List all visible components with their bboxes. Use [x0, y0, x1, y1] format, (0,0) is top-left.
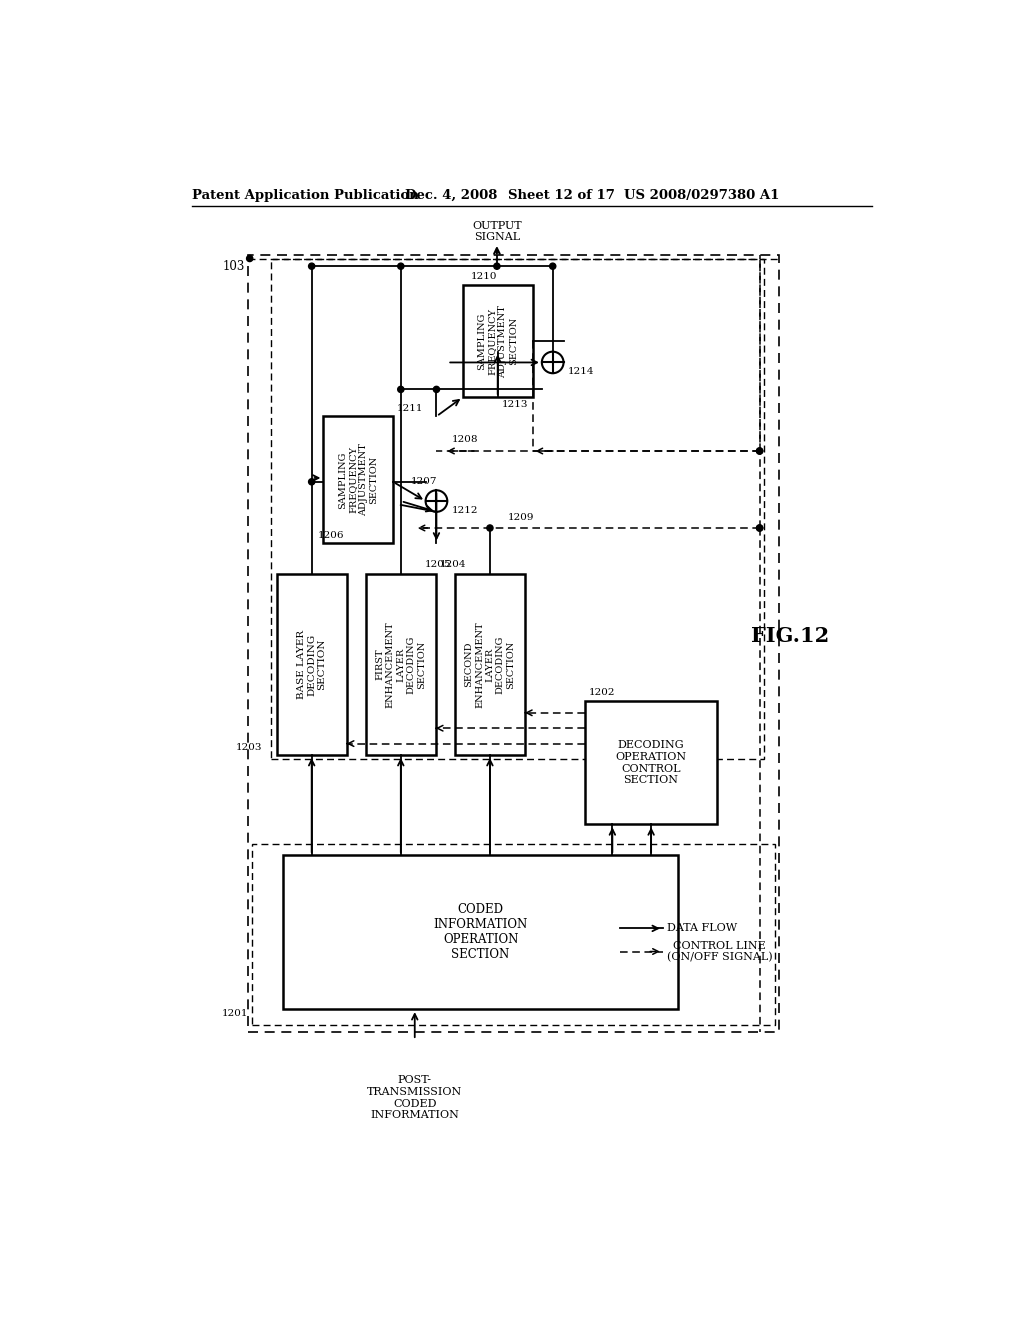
Circle shape — [757, 447, 763, 454]
Bar — [366, 574, 435, 755]
Bar — [252, 843, 775, 1024]
Text: DATA FLOW: DATA FLOW — [667, 924, 736, 933]
Text: FIRST
ENHANCEMENT
LAYER
DECODING
SECTION: FIRST ENHANCEMENT LAYER DECODING SECTION — [376, 622, 426, 708]
Text: CODED
INFORMATION
OPERATION
SECTION: CODED INFORMATION OPERATION SECTION — [433, 903, 527, 961]
Text: SECOND
ENHANCEMENT
LAYER
DECODING
SECTION: SECOND ENHANCEMENT LAYER DECODING SECTIO… — [465, 622, 515, 708]
Circle shape — [757, 525, 763, 531]
Text: SAMPLING
FREQUENCY
ADJUSTMENT
SECTION: SAMPLING FREQUENCY ADJUSTMENT SECTION — [477, 305, 518, 378]
Bar — [324, 416, 393, 544]
Text: 1205: 1205 — [425, 561, 452, 569]
Text: 1207: 1207 — [411, 478, 437, 486]
Text: 1201: 1201 — [221, 1008, 248, 1018]
Text: Patent Application Publication: Patent Application Publication — [191, 189, 418, 202]
Text: 1213: 1213 — [502, 400, 528, 409]
Text: 1206: 1206 — [317, 531, 344, 540]
Bar — [455, 574, 524, 755]
Text: 1214: 1214 — [568, 367, 595, 376]
Text: SAMPLING
FREQUENCY
ADJUSTMENT
SECTION: SAMPLING FREQUENCY ADJUSTMENT SECTION — [338, 444, 378, 516]
Text: Sheet 12 of 17: Sheet 12 of 17 — [508, 189, 614, 202]
Text: OUTPUT
SIGNAL: OUTPUT SIGNAL — [472, 220, 521, 243]
Circle shape — [550, 263, 556, 269]
Text: 1209: 1209 — [508, 513, 535, 523]
Bar — [463, 285, 532, 397]
Text: 1204: 1204 — [439, 561, 466, 569]
Text: 1203: 1203 — [236, 743, 262, 752]
Text: 1202: 1202 — [589, 688, 615, 697]
Bar — [271, 259, 764, 759]
Text: 1211: 1211 — [397, 404, 424, 413]
Circle shape — [308, 479, 314, 484]
Text: FIG.12: FIG.12 — [752, 626, 829, 645]
Circle shape — [757, 525, 763, 531]
Text: Dec. 4, 2008: Dec. 4, 2008 — [406, 189, 498, 202]
Text: 1210: 1210 — [471, 272, 497, 281]
Text: 103: 103 — [223, 260, 246, 273]
Circle shape — [308, 263, 314, 269]
Text: 1208: 1208 — [452, 436, 478, 444]
Bar — [283, 855, 678, 1010]
Text: BASE LAYER
DECODING
SECTION: BASE LAYER DECODING SECTION — [297, 630, 327, 700]
Text: DECODING
OPERATION
CONTROL
SECTION: DECODING OPERATION CONTROL SECTION — [615, 741, 687, 785]
Circle shape — [247, 256, 253, 261]
Text: CONTROL LINE
(ON/OFF SIGNAL): CONTROL LINE (ON/OFF SIGNAL) — [667, 941, 772, 962]
Bar — [276, 574, 346, 755]
Bar — [586, 701, 717, 825]
Text: 1212: 1212 — [452, 506, 478, 515]
Text: US 2008/0297380 A1: US 2008/0297380 A1 — [624, 189, 779, 202]
Circle shape — [757, 447, 763, 454]
Text: POST-
TRANSMISSION
CODED
INFORMATION: POST- TRANSMISSION CODED INFORMATION — [368, 1076, 463, 1121]
Circle shape — [397, 263, 403, 269]
Circle shape — [433, 387, 439, 392]
Circle shape — [494, 263, 500, 269]
Bar — [248, 255, 779, 1032]
Circle shape — [397, 387, 403, 392]
Circle shape — [486, 525, 493, 531]
